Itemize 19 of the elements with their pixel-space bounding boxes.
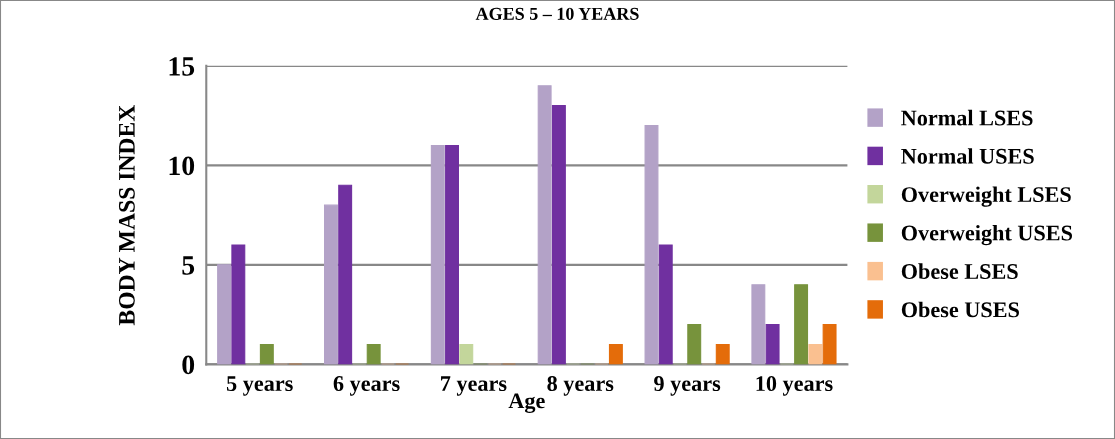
legend-label: Overweight LSES <box>901 186 1071 207</box>
x-tick-label: 9 years <box>654 376 721 396</box>
y-tick-label: 15 <box>169 57 195 76</box>
y-axis-title: BODY MASS INDEX <box>118 104 135 326</box>
y-tick-label: 10 <box>169 156 195 176</box>
legend-label: Obese USES <box>901 301 1019 318</box>
x-tick-label: 8 years <box>547 376 614 396</box>
x-tick-label: 7 years <box>441 376 507 396</box>
x-tick-label: 10 years <box>756 376 833 396</box>
legend-label: Overweight USES <box>901 224 1073 246</box>
legend-label: Normal LSES <box>901 109 1033 126</box>
legend-label: Normal USES <box>901 148 1034 164</box>
legend-label: Obese LSES <box>901 263 1018 280</box>
chart-title: AGES 5 – 10 YEARS <box>475 7 639 20</box>
y-tick-label: 0 <box>182 355 195 375</box>
x-tick-label: 5 years <box>226 376 293 396</box>
y-tick-label: 5 <box>182 256 195 275</box>
x-axis-title: Age <box>508 393 545 414</box>
x-tick-label: 6 years <box>333 376 400 396</box>
